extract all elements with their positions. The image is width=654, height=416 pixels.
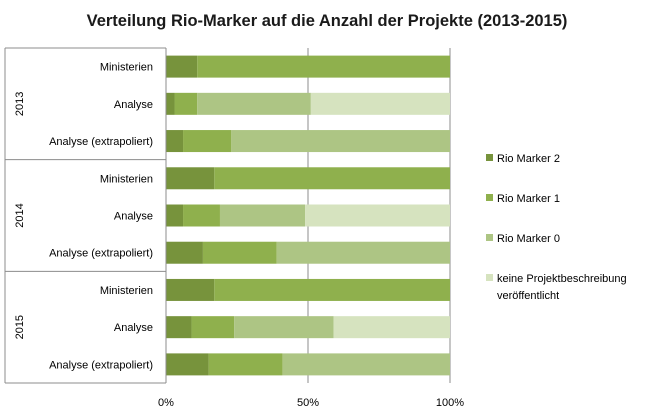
bar-segment xyxy=(166,241,203,264)
category-label: Analyse xyxy=(114,99,153,111)
category-label: Analyse xyxy=(114,322,153,334)
group-label: 2015 xyxy=(14,315,26,339)
x-tick-label: 50% xyxy=(297,397,319,409)
x-tick-label: 100% xyxy=(436,397,464,409)
legend: Rio Marker 2 Rio Marker 1 Rio Marker 0 kein… xyxy=(486,153,627,302)
bar-segment xyxy=(183,204,220,227)
category-label: Analyse (extrapoliert) xyxy=(49,248,153,260)
bar-segment xyxy=(214,278,450,301)
bar-segment xyxy=(202,241,277,264)
bar-segment xyxy=(166,130,184,153)
bar-segment xyxy=(214,167,450,190)
bar-segment xyxy=(234,316,334,339)
x-tick-label: 0% xyxy=(158,397,174,409)
legend-label: Rio Marker 2 xyxy=(497,153,560,165)
x-axis: 0% 50% 100% xyxy=(158,397,464,409)
legend-label: keine Projektbeschreibung veröffentlicht xyxy=(497,273,627,302)
bar-segment xyxy=(231,130,450,153)
category-label: Ministerien xyxy=(100,285,153,297)
category-label: Ministerien xyxy=(100,62,153,74)
bar-segment xyxy=(174,92,198,115)
legend-swatch xyxy=(486,274,493,281)
bar-segment xyxy=(166,316,192,339)
bar-segment xyxy=(276,241,450,264)
bar-segment xyxy=(166,353,209,376)
legend-label: Rio Marker 1 xyxy=(497,193,560,205)
bar-segment xyxy=(333,316,450,339)
bar-segment xyxy=(282,353,450,376)
group-label: 2014 xyxy=(14,203,26,227)
legend-swatch xyxy=(486,234,493,241)
bar-segment xyxy=(183,130,232,153)
bar-segment xyxy=(197,92,311,115)
bar-segment xyxy=(197,55,450,78)
bar-segment xyxy=(166,92,175,115)
category-label: Analyse xyxy=(114,211,153,223)
group-label: 2013 xyxy=(14,92,26,116)
bar-segment xyxy=(166,55,198,78)
bar-segment xyxy=(305,204,450,227)
bar-segment xyxy=(310,92,450,115)
bar-segment xyxy=(219,204,306,227)
legend-swatch xyxy=(486,194,493,201)
bar-segment xyxy=(166,204,184,227)
category-label: Ministerien xyxy=(100,173,153,185)
bar-segment xyxy=(208,353,283,376)
category-axis: 2013 Ministerien Analyse Analyse (extrapoli… xyxy=(4,47,167,384)
bar-segment xyxy=(166,278,215,301)
chart-title: Verteilung Rio-Marker auf die Anzahl der… xyxy=(87,12,568,30)
bars xyxy=(166,55,450,376)
legend-label: Rio Marker 0 xyxy=(497,233,560,245)
legend-swatch xyxy=(486,154,493,161)
category-label: Analyse (extrapoliert) xyxy=(49,359,153,371)
category-label: Analyse (extrapoliert) xyxy=(49,136,153,148)
bar-segment xyxy=(191,316,235,339)
bar-segment xyxy=(166,167,215,190)
